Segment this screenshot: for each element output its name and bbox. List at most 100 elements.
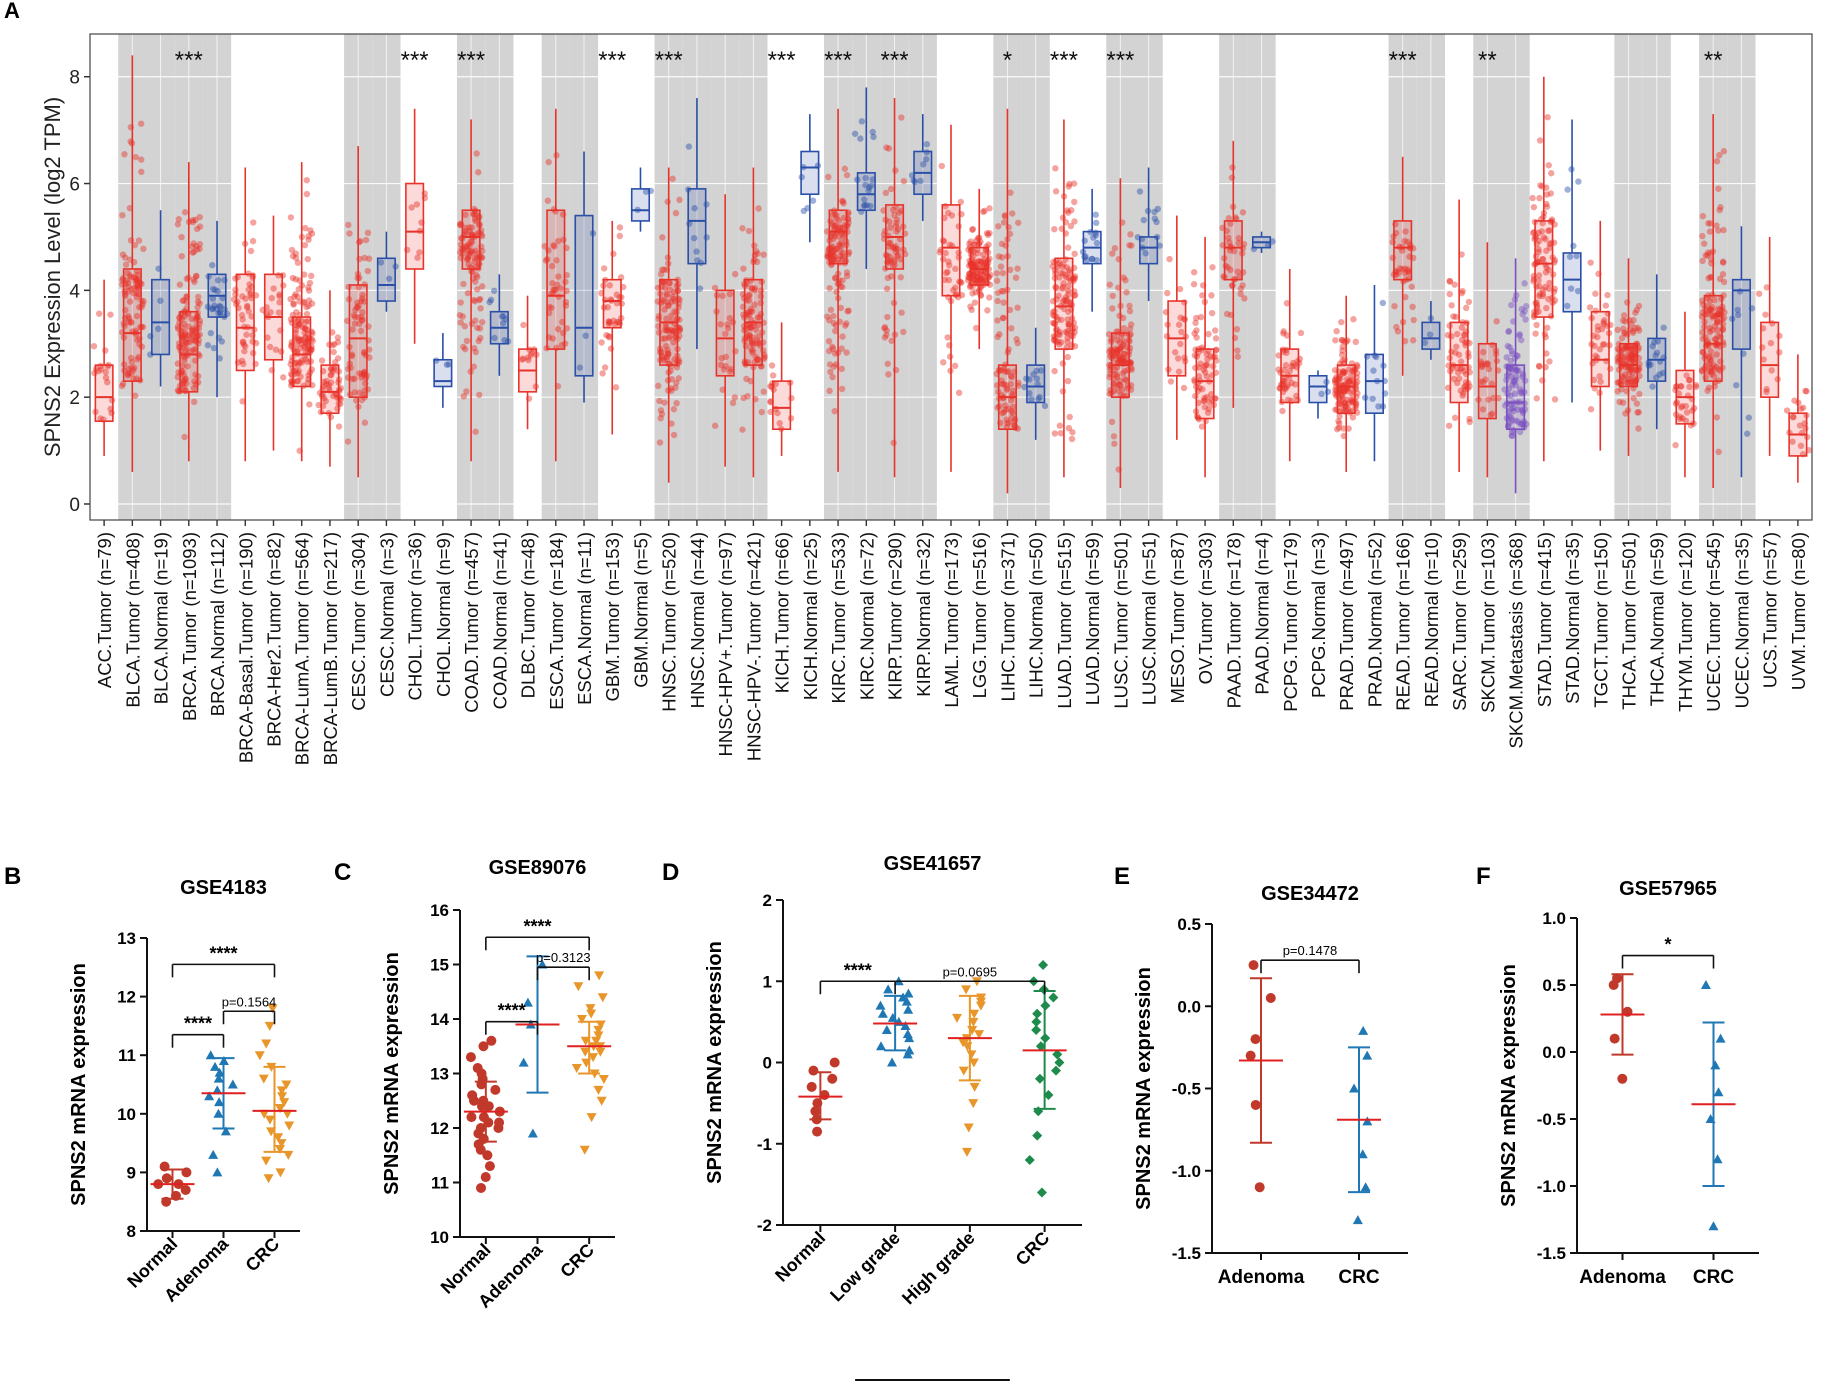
data-point [1174, 355, 1182, 362]
data-point [207, 329, 215, 337]
data-point [890, 439, 897, 447]
data-point [119, 212, 126, 219]
data-point [1005, 419, 1013, 426]
data-point [656, 397, 663, 405]
data-point [1510, 378, 1518, 385]
data-point [969, 290, 976, 297]
data-point [1338, 318, 1345, 326]
data-point [1493, 318, 1500, 325]
box-group [1501, 258, 1530, 494]
data-point [1672, 441, 1679, 449]
data-point [301, 329, 308, 336]
box [969, 246, 989, 286]
data-point [1067, 222, 1075, 230]
data-point [1113, 371, 1121, 379]
box [772, 380, 792, 431]
data-point [365, 255, 373, 262]
data-point [470, 211, 477, 218]
box [235, 273, 255, 372]
data-point [976, 270, 984, 278]
data-point [1066, 269, 1074, 276]
data-point [944, 268, 951, 276]
data-point [672, 209, 680, 217]
data-point [1123, 289, 1130, 296]
data-point [354, 304, 361, 311]
data-point [1123, 377, 1130, 384]
data-point [349, 375, 356, 383]
data-point [1708, 1221, 1719, 1231]
data-point [1008, 373, 1016, 381]
x-tick-label: READ.Tumor (n=166) [1393, 532, 1414, 711]
x-tick-label: BRCA.Normal (n=112) [207, 532, 228, 716]
data-point [245, 286, 252, 293]
data-point [1286, 375, 1293, 382]
data-point [1349, 397, 1356, 404]
data-point [189, 249, 196, 256]
x-tick-label: CRC [242, 1234, 284, 1276]
data-point [1349, 414, 1357, 421]
x-tick-label: BLCA.Tumor (n=408) [122, 532, 143, 708]
data-point [1093, 256, 1100, 264]
data-point [318, 357, 326, 364]
data-point [95, 367, 102, 375]
significance-bracket [1260, 959, 1360, 974]
data-point [1093, 239, 1101, 247]
data-point [240, 360, 247, 368]
data-point [1457, 358, 1465, 365]
x-tick-label: STAD.Tumor (n=415) [1534, 532, 1555, 707]
data-point [1113, 347, 1121, 354]
data-point [1069, 429, 1076, 436]
data-point [1283, 349, 1290, 357]
data-point [1530, 203, 1538, 211]
data-point [176, 281, 184, 288]
data-point [554, 325, 562, 333]
y-tick-label: 0.5 [1177, 915, 1201, 934]
data-point [1362, 1116, 1373, 1126]
data-point [867, 202, 874, 210]
data-point [360, 371, 367, 379]
data-point [1059, 360, 1066, 367]
data-point [302, 356, 310, 363]
data-point [181, 331, 188, 338]
data-point [414, 254, 421, 261]
data-point [476, 325, 484, 332]
data-point [1699, 212, 1707, 220]
data-point [1054, 316, 1062, 323]
data-point [1063, 296, 1071, 303]
box [574, 214, 594, 377]
data-point [830, 222, 837, 230]
data-point [127, 354, 135, 362]
data-point [1518, 406, 1525, 413]
data-point [1345, 379, 1352, 386]
data-point [884, 274, 892, 282]
data-point [1505, 328, 1513, 335]
data-point [292, 291, 299, 298]
data-point [445, 361, 452, 368]
data-point [1192, 319, 1199, 327]
data-point [1049, 263, 1056, 270]
data-point [1517, 388, 1525, 396]
data-point [1409, 303, 1416, 311]
data-point [800, 207, 807, 215]
data-point [305, 297, 313, 304]
data-point [1479, 378, 1487, 386]
data-point [1339, 343, 1346, 350]
data-point [179, 324, 186, 332]
data-point [1089, 255, 1096, 263]
data-point [1717, 204, 1724, 211]
y-axis-label: SPNS2 mRNA expression [1498, 964, 1520, 1207]
data-point [467, 230, 475, 238]
data-point [970, 276, 977, 283]
box [94, 364, 114, 422]
data-point [830, 363, 838, 370]
data-point [527, 351, 535, 359]
data-point [211, 302, 218, 309]
data-point [552, 286, 560, 293]
data-point [1239, 282, 1246, 289]
data-point [660, 357, 668, 364]
data-point [832, 221, 840, 229]
data-point [892, 248, 900, 255]
data-point [1203, 361, 1210, 368]
data-point [289, 252, 297, 260]
